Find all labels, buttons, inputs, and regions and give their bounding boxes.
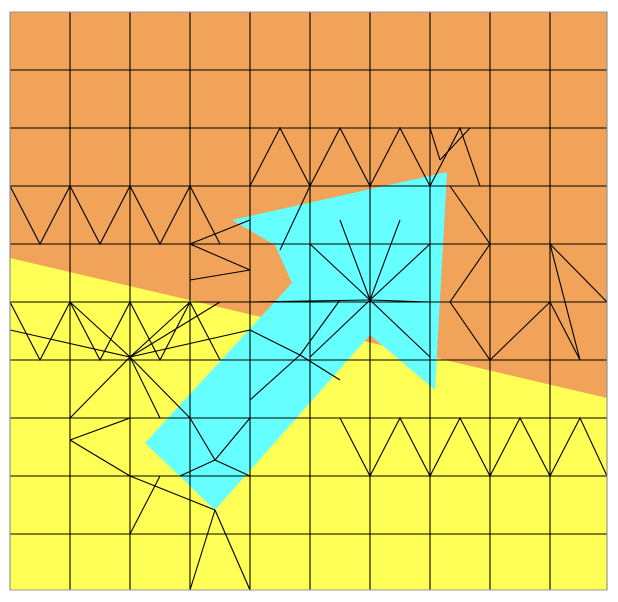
- cyan-arrow: [145, 172, 447, 510]
- mesh-lines: [9, 11, 608, 591]
- frame: [9, 11, 608, 591]
- yellow-region: [10, 258, 607, 590]
